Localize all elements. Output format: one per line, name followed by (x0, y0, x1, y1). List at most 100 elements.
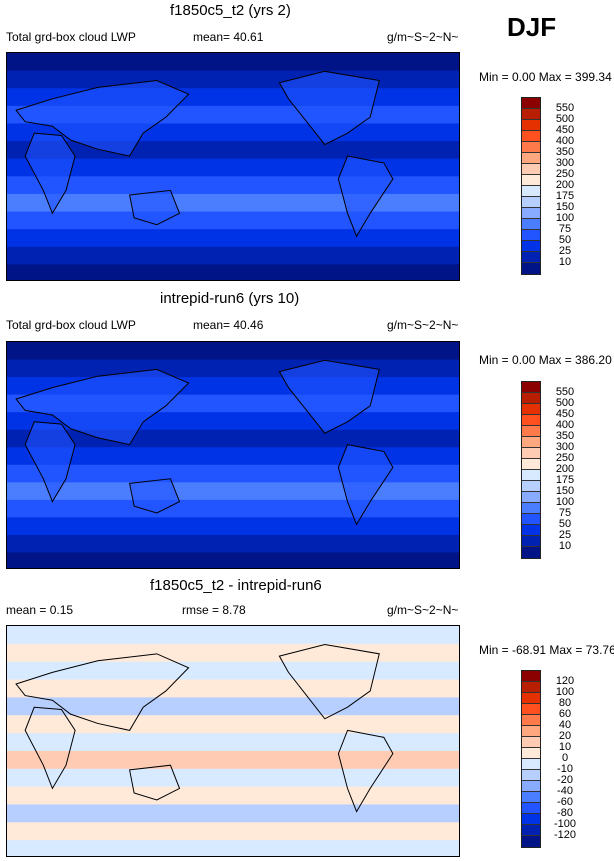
variable-label: Total grd-box cloud LWP (6, 30, 136, 44)
colorbar-tick-label: -80 (557, 807, 573, 819)
contour-band (7, 193, 459, 213)
coastline (15, 79, 190, 157)
colorbar-tick-label: 40 (558, 719, 572, 731)
colorbar-tick-label: 350 (555, 430, 575, 442)
colorbar-swatch (522, 164, 540, 175)
contour-band (7, 840, 459, 856)
contour-band (7, 804, 459, 824)
colorbar-swatch (522, 109, 540, 120)
contour-band (7, 679, 459, 699)
colorbar-swatch (522, 671, 540, 682)
contour-band (7, 715, 459, 735)
colorbar-swatch (522, 514, 540, 525)
colorbar-swatch (522, 492, 540, 503)
colorbar-swatch (522, 426, 540, 437)
colorbar-swatch (522, 393, 540, 404)
contour-band (7, 534, 459, 554)
contour-band (7, 626, 459, 645)
colorbar-swatch (522, 836, 540, 847)
variable-label: Total grd-box cloud LWP (6, 318, 136, 332)
contour-band (7, 447, 459, 466)
colorbar-tick-label: 50 (558, 518, 572, 530)
contour-band (7, 211, 459, 231)
units-label: g/m~S~2~N~ (387, 30, 459, 44)
units-label: g/m~S~2~N~ (387, 318, 459, 332)
colorbar-swatch (522, 803, 540, 814)
colorbar-swatch (522, 693, 540, 704)
colorbar-swatch (522, 737, 540, 748)
contour-band (7, 517, 459, 536)
colorbar-swatch (522, 186, 540, 197)
colorbar-swatch (522, 241, 540, 252)
colorbar-swatch (522, 525, 540, 536)
colorbar-swatch (522, 415, 540, 426)
difference-map (6, 625, 460, 857)
colorbar-tick-label: 10 (558, 540, 572, 552)
contour-band (7, 53, 459, 72)
contour-band (7, 158, 459, 178)
contour-band (7, 342, 459, 361)
colorbar-tick-label: 175 (555, 190, 575, 202)
colorbar-swatch (522, 726, 540, 737)
colorbar-swatch (522, 252, 540, 263)
colorbar-tick-label: 10 (558, 741, 572, 753)
coastline (278, 644, 380, 720)
colorbar-tick-label: 60 (558, 708, 572, 720)
contour-band (7, 482, 459, 501)
contour-band (7, 733, 459, 752)
colorbar-swatch (522, 781, 540, 792)
colorbar-tick-label: -100 (553, 818, 577, 830)
colorbar-tick-label: -40 (557, 785, 573, 797)
colorbar-swatch (522, 503, 540, 514)
contour-band (7, 246, 459, 266)
colorbar-swatch (522, 382, 540, 393)
colorbar-labels: 550 500 450 400 350 300 250 200 175 150 100 75 50 25 1… (545, 103, 585, 268)
colorbar-swatch (522, 98, 540, 109)
colorbar-tick-label: 150 (555, 485, 575, 497)
colorbar-tick-label: 200 (555, 463, 575, 475)
colorbar (521, 670, 541, 848)
colorbar-labels: 120 100 80 60 40 20 10 0 -10 -20 -40 -60 -80 -100 -120 (545, 676, 585, 841)
colorbar-tick-label: 500 (555, 113, 575, 125)
colorbar-swatch (522, 142, 540, 153)
colorbar-tick-label: 100 (555, 212, 575, 224)
colorbar-swatch (522, 825, 540, 836)
colorbar-swatch (522, 759, 540, 770)
coastline (128, 189, 181, 226)
colorbar-tick-label: -60 (557, 796, 573, 808)
contour-band (7, 264, 459, 280)
season-label: DJF (507, 12, 557, 42)
colorbar-tick-label: 10 (558, 256, 572, 268)
coastline (128, 478, 181, 514)
coastline (337, 729, 394, 813)
coastline (337, 155, 394, 238)
colorbar-swatch (522, 175, 540, 186)
colorbar-tick-label: 250 (555, 168, 575, 180)
colorbar-swatch (522, 536, 540, 547)
colorbar-swatch (522, 682, 540, 693)
coastline (24, 132, 76, 215)
colorbar-tick-label: 400 (555, 135, 575, 147)
map-plot (7, 626, 459, 856)
colorbar-swatch (522, 230, 540, 241)
colorbar-tick-label: 75 (558, 507, 572, 519)
colorbar-tick-label: -10 (557, 763, 573, 775)
contour-band (7, 661, 459, 681)
colorbar-swatch (522, 459, 540, 470)
contour-band (7, 768, 459, 788)
colorbar-swatch (522, 704, 540, 715)
colorbar-tick-label: 120 (555, 675, 575, 687)
coastline (337, 444, 394, 526)
colorbar-tick-label: 75 (558, 223, 572, 235)
colorbar (521, 97, 541, 275)
map-plot (7, 53, 459, 280)
contour-band (7, 697, 459, 717)
colorbar-swatch (522, 208, 540, 219)
colorbar-tick-label: 550 (555, 386, 575, 398)
colorbar-swatch (522, 547, 540, 558)
panel-title: f1850c5_t2 - intrepid-run6 (150, 577, 322, 594)
colorbar-tick-label: 300 (555, 157, 575, 169)
colorbar-tick-label: 300 (555, 441, 575, 453)
colorbar-tick-label: 350 (555, 146, 575, 158)
colorbar-swatch (522, 481, 540, 492)
